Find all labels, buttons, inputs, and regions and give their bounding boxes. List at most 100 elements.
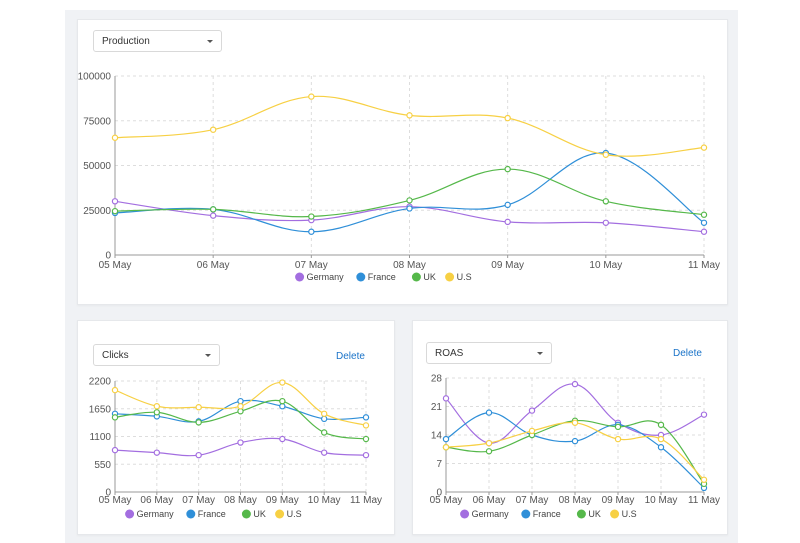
data-point[interactable] xyxy=(111,134,119,141)
data-point[interactable] xyxy=(504,114,511,122)
data-point[interactable] xyxy=(237,403,244,410)
legend: Germany France UK U.S xyxy=(125,509,302,519)
data-point[interactable] xyxy=(485,448,493,455)
y-tick-label: 1650 xyxy=(89,404,112,415)
data-point[interactable] xyxy=(308,93,315,100)
data-point[interactable] xyxy=(700,228,708,235)
data-point[interactable] xyxy=(602,219,610,226)
x-tick-label: 10 May xyxy=(589,260,622,271)
x-tick-label: 05 May xyxy=(430,495,463,506)
legend-label: UK xyxy=(423,272,436,282)
legend-label: UK xyxy=(253,509,266,519)
clicks-panel: Clicks Delete xyxy=(77,320,395,535)
data-point[interactable] xyxy=(111,198,119,205)
y-tick-label: 21 xyxy=(431,402,443,413)
data-point[interactable] xyxy=(442,395,450,402)
data-point[interactable] xyxy=(406,112,413,119)
data-point[interactable] xyxy=(700,476,708,483)
x-tick-label: 09 May xyxy=(491,260,524,271)
data-point[interactable] xyxy=(571,419,579,426)
roas-panel: ROAS Delete xyxy=(412,320,728,535)
data-point[interactable] xyxy=(700,411,708,418)
legend-swatch xyxy=(186,509,196,519)
data-point[interactable] xyxy=(209,212,217,219)
data-point[interactable] xyxy=(279,397,286,405)
x-tick-label: 08 May xyxy=(393,260,426,271)
data-point[interactable] xyxy=(485,439,493,447)
data-point[interactable] xyxy=(279,379,286,386)
delete-button-roas[interactable]: Delete xyxy=(673,348,702,359)
data-point[interactable] xyxy=(602,151,610,158)
data-point[interactable] xyxy=(308,213,315,220)
data-point[interactable] xyxy=(614,423,622,431)
data-point[interactable] xyxy=(602,198,610,205)
data-point[interactable] xyxy=(111,207,119,215)
data-point[interactable] xyxy=(362,414,370,421)
data-point[interactable] xyxy=(209,206,217,213)
y-tick-label: 0 xyxy=(436,488,442,499)
data-point[interactable] xyxy=(195,451,202,459)
data-point[interactable] xyxy=(700,211,708,218)
data-point[interactable] xyxy=(320,429,328,436)
legend-swatch xyxy=(125,509,135,519)
data-point[interactable] xyxy=(406,197,413,204)
data-point[interactable] xyxy=(700,219,708,226)
series-germany xyxy=(111,435,370,459)
data-point[interactable] xyxy=(700,144,708,151)
metric-dropdown-roas[interactable]: ROAS xyxy=(426,342,552,364)
data-point[interactable] xyxy=(504,201,511,209)
data-point[interactable] xyxy=(195,419,202,426)
data-point[interactable] xyxy=(237,439,244,446)
x-tick-label: 06 May xyxy=(473,495,506,506)
series-us xyxy=(111,93,708,158)
x-tick-label: 06 May xyxy=(140,495,173,506)
data-point[interactable] xyxy=(442,435,450,443)
data-point[interactable] xyxy=(485,409,493,416)
x-tick-label: 05 May xyxy=(99,260,132,271)
data-point[interactable] xyxy=(320,449,328,456)
data-point[interactable] xyxy=(153,409,161,416)
data-point[interactable] xyxy=(362,451,370,459)
data-point[interactable] xyxy=(308,228,315,235)
data-point[interactable] xyxy=(209,126,217,133)
legend-swatch xyxy=(521,509,531,519)
data-point[interactable] xyxy=(320,410,328,417)
data-point[interactable] xyxy=(153,449,161,456)
data-point[interactable] xyxy=(614,435,622,443)
y-tick-label: 0 xyxy=(105,251,111,262)
data-point[interactable] xyxy=(504,218,511,226)
dashboard-canvas: Production Clicks Delete ROAS Delete xyxy=(65,10,738,543)
data-point[interactable] xyxy=(111,386,119,394)
data-point[interactable] xyxy=(657,421,665,429)
x-tick-label: 06 May xyxy=(197,260,230,271)
data-point[interactable] xyxy=(362,422,370,429)
legend-swatch xyxy=(295,272,305,282)
data-point[interactable] xyxy=(528,407,536,414)
data-point[interactable] xyxy=(406,205,413,212)
delete-button-clicks[interactable]: Delete xyxy=(336,351,365,362)
metric-dropdown-production[interactable]: Production xyxy=(93,30,222,52)
data-point[interactable] xyxy=(362,435,370,443)
data-point[interactable] xyxy=(111,414,119,421)
data-point[interactable] xyxy=(528,427,536,435)
data-point[interactable] xyxy=(153,403,161,410)
data-point[interactable] xyxy=(111,446,119,454)
data-point[interactable] xyxy=(504,165,511,173)
legend-swatch xyxy=(356,272,366,282)
data-point[interactable] xyxy=(442,444,450,451)
data-point[interactable] xyxy=(279,435,286,443)
legend-label: UK xyxy=(588,509,601,519)
production-panel: Production xyxy=(77,19,728,305)
x-tick-label: 05 May xyxy=(99,495,132,506)
data-point[interactable] xyxy=(657,435,665,443)
data-point[interactable] xyxy=(195,404,202,411)
data-point[interactable] xyxy=(571,437,579,445)
y-tick-label: 75000 xyxy=(83,116,111,127)
legend-swatch xyxy=(610,509,620,519)
metric-dropdown-clicks[interactable]: Clicks xyxy=(93,344,220,366)
data-point[interactable] xyxy=(657,444,665,451)
data-point[interactable] xyxy=(571,380,579,388)
